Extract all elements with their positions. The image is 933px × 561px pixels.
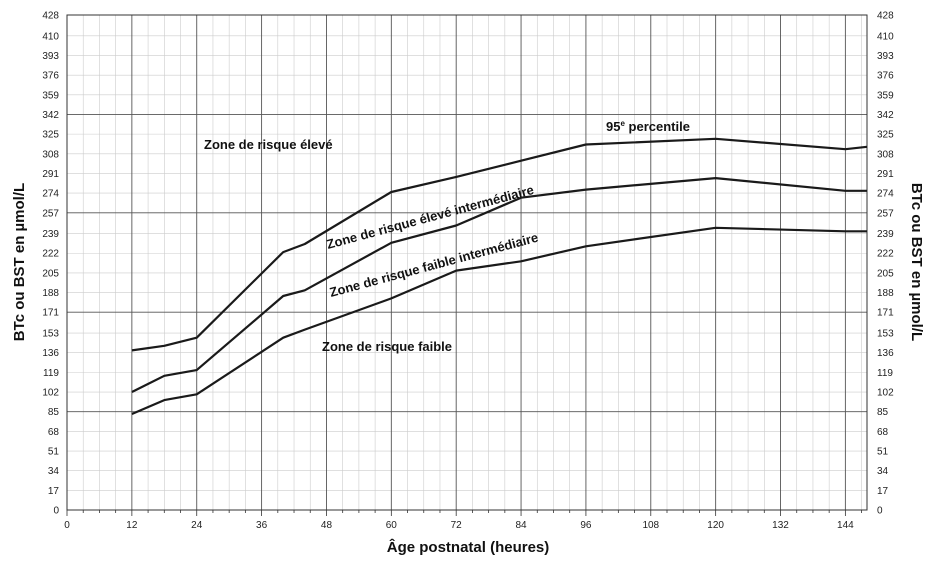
y-tick-label-right: 205 <box>877 268 894 279</box>
x-tick-label: 96 <box>580 520 592 531</box>
x-tick-label: 132 <box>772 520 789 531</box>
y-tick-label-left: 325 <box>42 130 59 141</box>
y-tick-label-left: 274 <box>42 189 59 200</box>
x-tick-label: 108 <box>642 520 659 531</box>
x-axis-title: Âge postnatal (heures) <box>387 538 550 556</box>
y-tick-label-right: 188 <box>877 288 894 299</box>
y-tick-label-left: 359 <box>42 90 59 101</box>
x-tick-label: 72 <box>451 520 463 531</box>
zone-high-label: Zone de risque élevé <box>204 137 333 152</box>
y-tick-label-right: 359 <box>877 90 894 101</box>
y-tick-label-left: 410 <box>42 31 59 42</box>
y-tick-label-left: 205 <box>42 268 59 279</box>
percentile-95-superscript: e <box>620 119 625 128</box>
y-tick-label-right: 308 <box>877 149 894 160</box>
y-tick-label-left: 0 <box>53 506 59 517</box>
y-tick-label-right: 0 <box>877 506 883 517</box>
y-tick-label-left: 136 <box>42 348 59 359</box>
y-tick-label-left: 68 <box>48 427 60 438</box>
y-tick-label-left: 153 <box>42 329 59 340</box>
y-axis-title-left: BTc ou BST en µmol/L <box>11 183 28 341</box>
x-tick-label: 60 <box>386 520 398 531</box>
y-tick-label-right: 85 <box>877 407 889 418</box>
grid <box>66 14 868 516</box>
plot-frame <box>66 14 868 511</box>
percentile-95-text: percentile <box>625 119 690 134</box>
y-tick-label-left: 188 <box>42 288 59 299</box>
zone-low-label: Zone de risque faible <box>322 339 452 354</box>
x-tick-label: 0 <box>64 520 70 531</box>
y-tick-label-right: 239 <box>877 229 894 240</box>
y-tick-label-left: 119 <box>43 368 59 379</box>
y-tick-label-right: 376 <box>877 71 894 82</box>
x-tick-label: 24 <box>191 520 203 531</box>
x-tick-label: 12 <box>126 520 138 531</box>
y-tick-label-left: 428 <box>42 11 59 22</box>
y-tick-label-right: 153 <box>877 329 894 340</box>
x-tick-label: 36 <box>256 520 268 531</box>
y-tick-label-left: 17 <box>48 486 60 497</box>
y-tick-label-right: 68 <box>877 427 889 438</box>
y-tick-label-left: 308 <box>42 149 59 160</box>
x-tick-label: 144 <box>837 520 854 531</box>
series-line-2 <box>131 177 867 393</box>
y-tick-label-left: 257 <box>42 208 59 219</box>
x-tick-label: 48 <box>321 520 333 531</box>
y-tick-label-right: 34 <box>877 466 889 477</box>
y-tick-label-left: 393 <box>42 51 59 62</box>
y-tick-label-left: 342 <box>42 110 59 121</box>
y-tick-label-right: 291 <box>877 169 894 180</box>
y-axis-title-right: BTc ou BST en µmol/L <box>908 183 925 341</box>
y-tick-label-left: 239 <box>42 229 59 240</box>
y-tick-label-left: 51 <box>48 447 60 458</box>
x-tick-label: 84 <box>515 520 527 531</box>
y-tick-label-right: 119 <box>877 368 893 379</box>
y-tick-label-left: 376 <box>42 71 59 82</box>
series-line-3 <box>131 226 867 416</box>
y-tick-label-right: 274 <box>877 189 894 200</box>
y-tick-label-right: 428 <box>877 11 894 22</box>
percentile-95-label: 95e percentile <box>606 119 690 134</box>
y-tick-label-right: 257 <box>877 208 894 219</box>
percentile-95-number: 95 <box>606 119 620 134</box>
series-lines <box>131 137 868 416</box>
y-tick-label-right: 410 <box>877 31 894 42</box>
y-tick-label-left: 222 <box>42 249 59 260</box>
y-tick-label-left: 34 <box>48 466 60 477</box>
y-tick-label-right: 102 <box>877 388 894 399</box>
y-tick-label-right: 51 <box>877 447 889 458</box>
y-tick-label-right: 393 <box>877 51 894 62</box>
x-tick-label: 120 <box>707 520 724 531</box>
y-tick-label-left: 291 <box>42 169 59 180</box>
y-tick-label-right: 136 <box>877 348 894 359</box>
series-line-1 <box>131 137 868 352</box>
y-tick-label-right: 171 <box>877 308 894 319</box>
y-tick-label-right: 222 <box>877 249 894 260</box>
y-tick-label-left: 85 <box>48 407 60 418</box>
y-tick-label-right: 342 <box>877 110 894 121</box>
y-tick-label-right: 325 <box>877 130 894 141</box>
y-tick-label-left: 171 <box>42 308 59 319</box>
y-tick-label-right: 17 <box>877 486 889 497</box>
y-tick-label-left: 102 <box>42 388 59 399</box>
